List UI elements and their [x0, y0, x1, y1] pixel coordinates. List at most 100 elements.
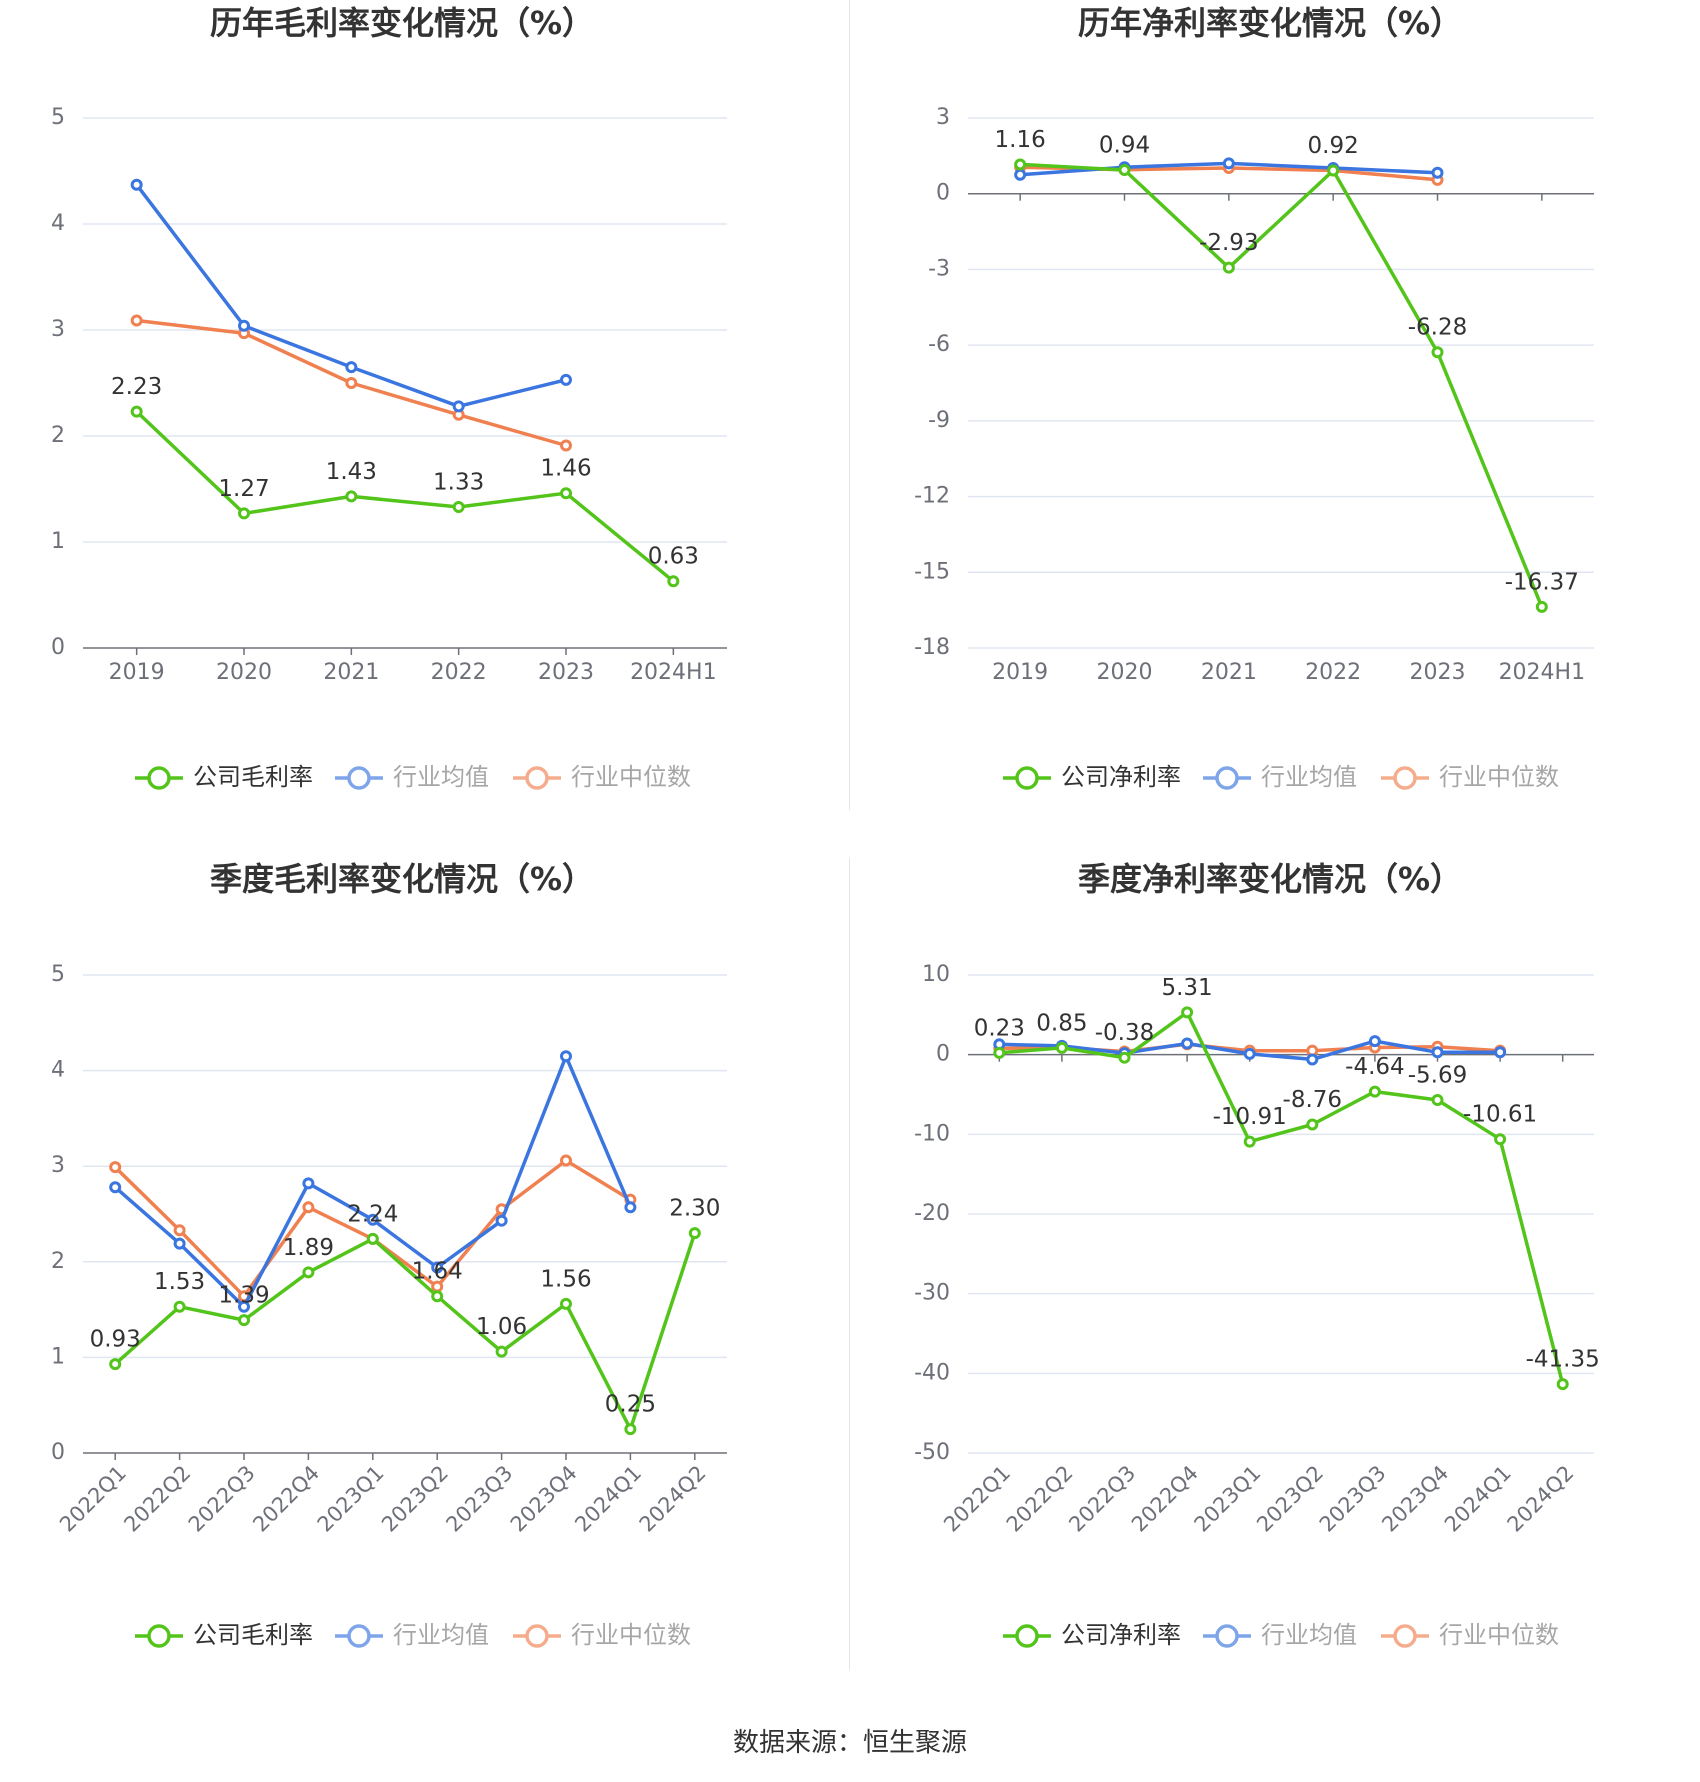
- data-point-company[interactable]: [495, 1345, 508, 1358]
- legend-item-company[interactable]: 公司毛利率: [135, 763, 313, 791]
- data-point-company[interactable]: [109, 1358, 122, 1371]
- data-point-avg[interactable]: [1014, 168, 1027, 181]
- data-point-median[interactable]: [130, 314, 143, 327]
- data-point-company[interactable]: [345, 490, 358, 503]
- legend: 公司净利率 行业均值 行业中位数: [1003, 1621, 1559, 1649]
- data-point-avg[interactable]: [366, 1213, 379, 1226]
- legend-item-company[interactable]: 公司净利率: [1003, 763, 1181, 791]
- x-tick-label: 2019: [992, 660, 1048, 685]
- data-point-avg[interactable]: [238, 319, 250, 332]
- data-point-company[interactable]: [302, 1266, 315, 1279]
- data-label: 0.94: [1099, 132, 1150, 158]
- data-point-company[interactable]: [1181, 1006, 1194, 1019]
- data-point-avg[interactable]: [431, 1261, 444, 1274]
- data-point-company[interactable]: [1118, 163, 1131, 176]
- data-point-company[interactable]: [688, 1227, 701, 1240]
- data-point-company[interactable]: [1118, 1051, 1131, 1064]
- data-point-company[interactable]: [431, 1290, 444, 1303]
- legend-label: 公司净利率: [1061, 1621, 1181, 1649]
- data-point-company[interactable]: [993, 1046, 1006, 1059]
- data-point-company[interactable]: [1431, 346, 1444, 359]
- x-tick-label: 2022Q4: [1127, 1461, 1203, 1537]
- legend-item-avg[interactable]: 行业均值: [1203, 1621, 1357, 1649]
- data-point-company[interactable]: [238, 507, 250, 520]
- series-line-company: [135, 410, 675, 583]
- data-label: -8.76: [1283, 1087, 1343, 1113]
- legend-label: 行业中位数: [1439, 763, 1559, 791]
- data-point-avg[interactable]: [495, 1214, 508, 1227]
- data-point-avg[interactable]: [302, 1177, 315, 1190]
- data-point-avg[interactable]: [560, 1050, 572, 1063]
- x-tick-label: 2024Q2: [635, 1461, 711, 1537]
- chart-4: 季度净利率变化情况（%）-50-40-30-20-100102022Q12022…: [914, 860, 1600, 1649]
- chart-title: 历年毛利率变化情况（%）: [210, 4, 594, 42]
- data-point-avg[interactable]: [452, 400, 465, 413]
- data-point-avg[interactable]: [1222, 157, 1235, 170]
- data-point-company[interactable]: [1306, 1118, 1319, 1131]
- legend-item-avg[interactable]: 行业均值: [335, 763, 489, 791]
- legend-item-median[interactable]: 行业中位数: [513, 1621, 691, 1649]
- data-point-company[interactable]: [1556, 1378, 1569, 1391]
- data-point-company[interactable]: [560, 487, 572, 500]
- data-point-avg[interactable]: [560, 373, 572, 386]
- data-point-avg[interactable]: [109, 1181, 122, 1194]
- data-label: 1.27: [218, 476, 269, 502]
- data-point-company[interactable]: [1431, 1093, 1444, 1106]
- legend-item-company[interactable]: 公司净利率: [1003, 1621, 1181, 1649]
- data-point-company[interactable]: [1243, 1135, 1256, 1148]
- data-point-avg[interactable]: [345, 361, 358, 374]
- data-point-company[interactable]: [1014, 158, 1027, 171]
- data-point-company[interactable]: [1494, 1133, 1507, 1146]
- data-point-median[interactable]: [109, 1161, 122, 1174]
- data-point-avg[interactable]: [173, 1237, 186, 1250]
- data-point-company[interactable]: [1535, 600, 1548, 613]
- data-point-company[interactable]: [238, 1314, 250, 1327]
- y-tick-label: 2: [51, 1249, 65, 1274]
- data-point-company[interactable]: [452, 501, 465, 514]
- data-point-avg[interactable]: [1494, 1046, 1507, 1059]
- data-point-median[interactable]: [173, 1224, 186, 1237]
- data-label: 1.16: [995, 127, 1046, 153]
- data-point-median[interactable]: [560, 439, 572, 452]
- data-point-avg[interactable]: [624, 1201, 637, 1214]
- data-point-company[interactable]: [1055, 1041, 1068, 1054]
- data-point-avg[interactable]: [130, 178, 143, 191]
- data-point-company[interactable]: [667, 575, 680, 588]
- data-point-avg[interactable]: [1431, 1046, 1444, 1059]
- data-point-median[interactable]: [345, 377, 358, 389]
- y-tick-label: 4: [51, 1058, 65, 1083]
- data-point-avg[interactable]: [238, 1300, 250, 1313]
- legend-item-median[interactable]: 行业中位数: [1381, 763, 1559, 791]
- data-point-company[interactable]: [130, 405, 143, 418]
- data-point-median[interactable]: [560, 1154, 572, 1167]
- data-point-company[interactable]: [1222, 261, 1235, 274]
- legend-item-avg[interactable]: 行业均值: [1203, 763, 1357, 791]
- data-point-company[interactable]: [1368, 1085, 1381, 1098]
- data-point-avg[interactable]: [1243, 1047, 1256, 1060]
- chart-3: 季度毛利率变化情况（%） 0 1 2 3 4 5 2022Q12022Q22022Q32022…: [51, 860, 727, 1649]
- legend-item-median[interactable]: 行业中位数: [1381, 1621, 1559, 1649]
- legend-swatch-marker: [1393, 766, 1417, 790]
- x-tick-label: 2022Q2: [1002, 1461, 1078, 1537]
- data-point-avg[interactable]: [1368, 1035, 1381, 1048]
- y-tick-label: 1: [51, 1344, 65, 1369]
- y-tick-label: 5: [51, 962, 65, 987]
- data-label: 0.85: [1036, 1010, 1087, 1036]
- data-point-avg[interactable]: [1306, 1053, 1319, 1066]
- data-point-avg[interactable]: [1431, 166, 1444, 179]
- data-point-company[interactable]: [1327, 164, 1340, 177]
- x-tick-label: 2023Q4: [506, 1461, 582, 1537]
- legend-item-avg[interactable]: 行业均值: [335, 1621, 489, 1649]
- data-point-avg[interactable]: [1181, 1037, 1194, 1050]
- legend-item-median[interactable]: 行业中位数: [513, 763, 691, 791]
- data-point-company[interactable]: [560, 1297, 572, 1310]
- data-label: 0.93: [90, 1327, 141, 1353]
- y-tick-label: 2: [51, 423, 65, 448]
- data-point-median[interactable]: [302, 1201, 315, 1214]
- data-point-company[interactable]: [173, 1300, 186, 1313]
- legend-swatch-marker: [347, 766, 371, 790]
- data-point-company[interactable]: [624, 1423, 637, 1436]
- legend: 公司净利率 行业均值 行业中位数: [1003, 763, 1559, 791]
- legend-item-company[interactable]: 公司毛利率: [135, 1621, 313, 1649]
- data-point-company[interactable]: [366, 1232, 379, 1245]
